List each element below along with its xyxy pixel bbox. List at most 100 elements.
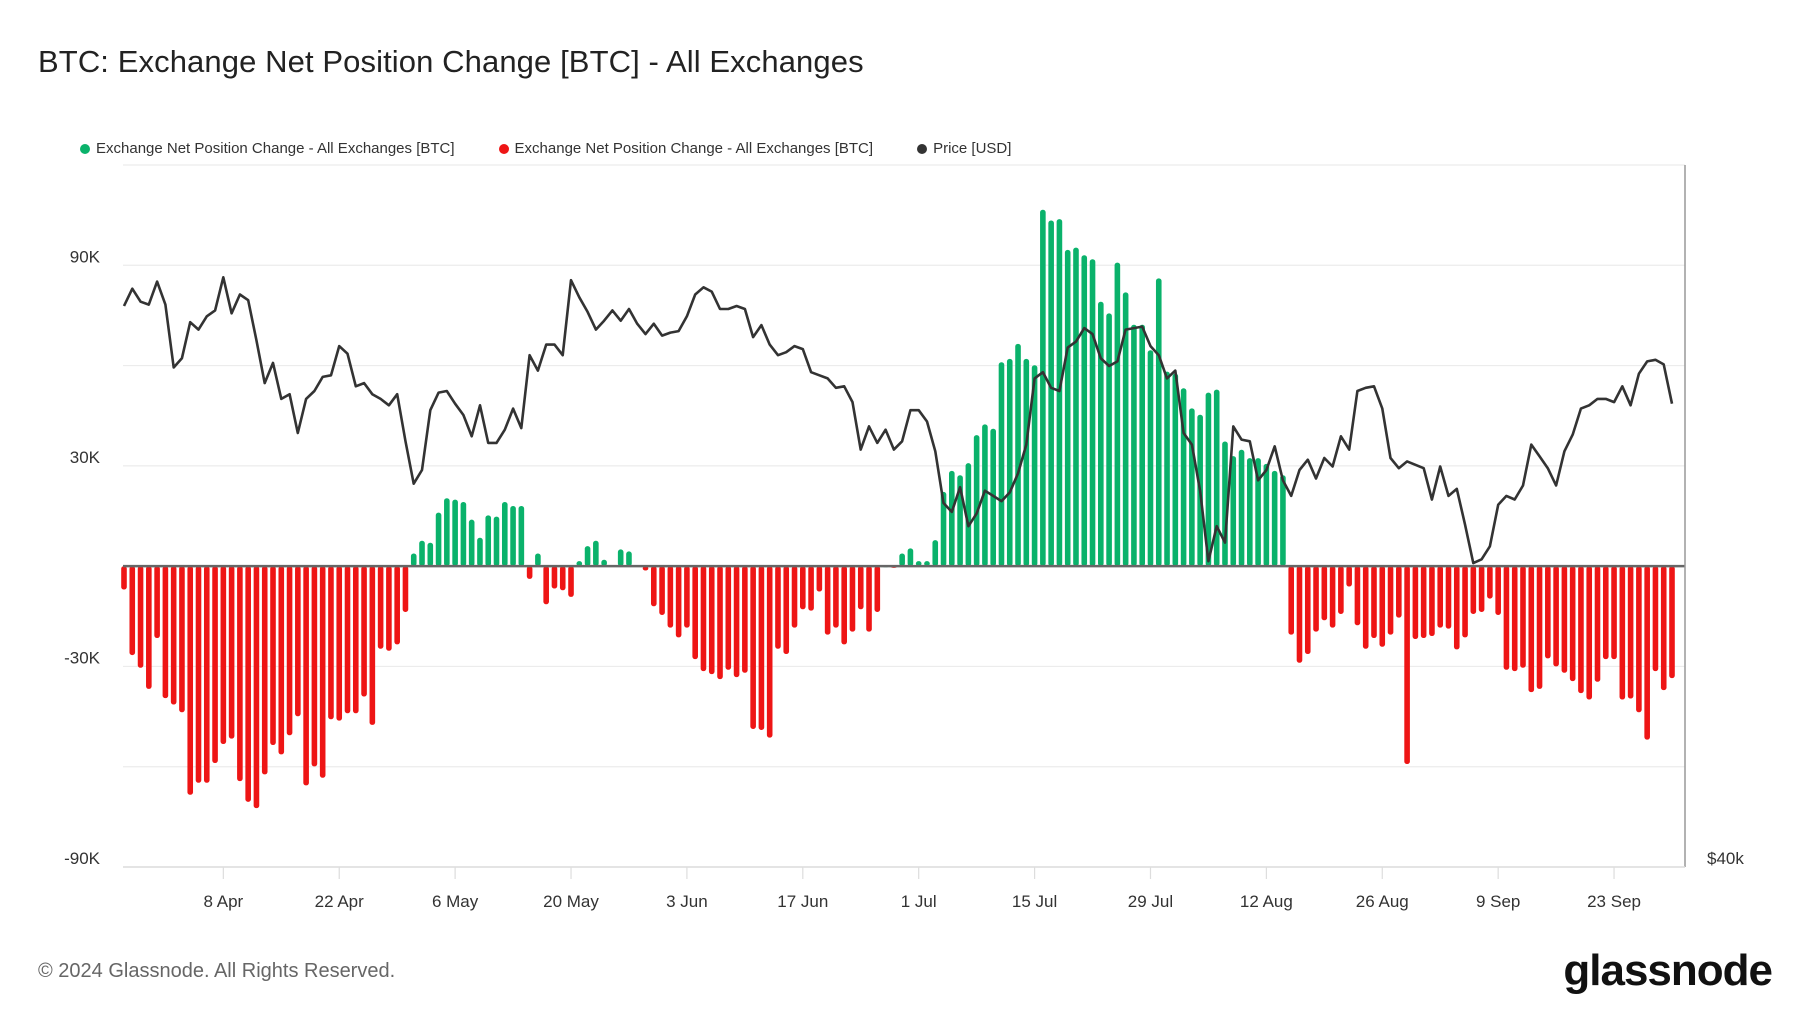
outflow-bar — [286, 566, 293, 736]
outflow-bar — [725, 566, 732, 670]
legend-item-outflow[interactable]: Exchange Net Position Change - All Excha… — [498, 140, 874, 157]
outflow-bar — [1561, 566, 1568, 673]
outflow-bar — [800, 566, 806, 610]
outflow-bar — [1545, 566, 1551, 659]
outflow-bar — [849, 566, 856, 632]
outflow-bar — [1652, 566, 1659, 672]
outflow-bar — [816, 566, 823, 592]
x-tick-label: 9 Sep — [1476, 892, 1520, 911]
inflow-bar — [452, 499, 458, 567]
inflow-bar — [932, 540, 939, 567]
legend-label: Exchange Net Position Change - All Excha… — [514, 140, 874, 157]
outflow-bar — [352, 566, 359, 714]
legend-label: Price [USD] — [933, 140, 1012, 157]
outflow-bar — [386, 566, 392, 651]
inflow-bar — [1114, 262, 1121, 567]
inflow-bar — [1106, 313, 1112, 567]
x-tick-label: 1 Jul — [901, 892, 937, 911]
inflow-bar — [973, 435, 980, 567]
y-tick-label: -30K — [64, 648, 101, 667]
outflow-bar — [1669, 566, 1675, 679]
inflow-bar — [1280, 475, 1286, 567]
inflow-bar — [617, 549, 624, 567]
outflow-bar — [1304, 566, 1311, 655]
inflow-bar — [1147, 350, 1154, 567]
outflow-bar — [775, 566, 781, 649]
outflow-bar — [700, 566, 707, 672]
outflow-bar — [1520, 566, 1526, 668]
inflow-bar — [626, 551, 632, 567]
outflow-bar — [675, 566, 682, 638]
inflow-bar — [1040, 209, 1046, 567]
inflow-bar — [444, 498, 450, 567]
x-tick-label: 20 May — [543, 892, 599, 911]
outflow-bar — [1453, 566, 1460, 650]
price-tick-label: $40k — [1707, 849, 1744, 868]
inflow-bar — [1098, 301, 1104, 567]
outflow-bar — [261, 566, 268, 775]
dark-dot-icon — [917, 143, 928, 154]
outflow-bar — [402, 566, 409, 612]
outflow-bar — [1619, 566, 1626, 700]
outflow-bar — [228, 566, 235, 739]
outflow-bar — [319, 566, 326, 778]
outflow-bar — [766, 566, 773, 738]
outflow-bar — [692, 566, 698, 660]
outflow-bar — [659, 566, 665, 615]
x-tick-label: 8 Apr — [203, 892, 243, 911]
inflow-bar — [1205, 392, 1212, 567]
inflow-bar — [1247, 458, 1253, 567]
y-tick-label: -90K — [64, 849, 101, 868]
outflow-bar — [543, 566, 549, 605]
outflow-bar — [129, 566, 136, 656]
inflow-bar — [1189, 408, 1195, 567]
inflow-bar — [1172, 373, 1179, 567]
inflow-bar — [477, 537, 483, 567]
outflow-bar — [154, 566, 160, 639]
outflow-bar — [1503, 566, 1510, 670]
outflow-bar — [170, 566, 177, 705]
outflow-bar — [377, 566, 384, 649]
inflow-bar — [915, 561, 922, 567]
outflow-bar — [684, 566, 690, 628]
inflow-bar — [1006, 358, 1013, 567]
inflow-bar — [1048, 220, 1054, 567]
outflow-bar — [195, 566, 202, 783]
gridlines — [123, 164, 1685, 868]
outflow-bar — [742, 566, 748, 673]
inflow-bar — [1056, 219, 1063, 567]
outflow-bar — [1569, 566, 1576, 682]
outflow-bar — [187, 566, 194, 795]
outflow-bar — [220, 566, 227, 744]
outflow-bar — [1321, 566, 1328, 621]
outflow-bar — [1354, 566, 1361, 626]
outflow-bar — [866, 566, 872, 632]
outflow-bar — [328, 566, 334, 720]
inflow-bar — [1031, 365, 1038, 567]
outflow-bar — [137, 566, 144, 668]
inflow-bar — [1155, 278, 1162, 567]
outflow-bar — [1487, 566, 1493, 599]
outflow-bar — [733, 566, 740, 678]
legend-item-inflow[interactable]: Exchange Net Position Change - All Excha… — [80, 140, 455, 157]
chart-title: BTC: Exchange Net Position Change [BTC] … — [38, 44, 864, 79]
outflow-bar — [1437, 566, 1444, 628]
legend-item-price[interactable]: Price [USD] — [917, 140, 1011, 157]
outflow-bar — [361, 566, 367, 697]
inflow-bar — [1089, 259, 1096, 567]
outflow-bar — [245, 566, 251, 802]
outflow-bar — [1338, 566, 1344, 614]
outflow-bar — [783, 566, 790, 655]
outflow-bar — [369, 566, 376, 725]
inflow-bar — [1139, 324, 1146, 567]
outflow-bar — [1511, 566, 1518, 672]
outflow-bar — [121, 566, 127, 590]
outflow-bar — [791, 566, 798, 628]
outflow-bar — [1313, 566, 1319, 632]
outflow-bar — [270, 566, 276, 745]
y-tick-label: 30K — [70, 448, 101, 467]
outflow-bar — [303, 566, 309, 786]
outflow-bar — [278, 566, 285, 755]
outflow-bar — [162, 566, 169, 699]
inflow-bar — [990, 428, 996, 567]
